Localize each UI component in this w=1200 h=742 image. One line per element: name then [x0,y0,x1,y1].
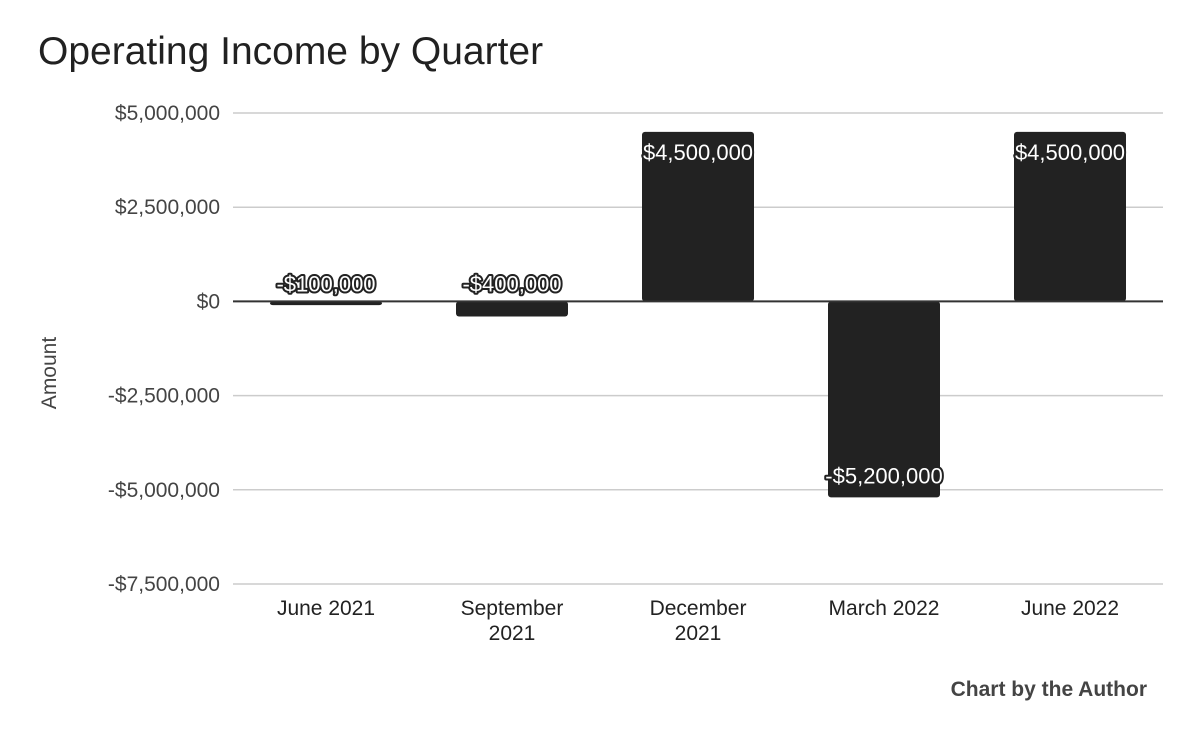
data-label: -$100,000 [276,271,375,296]
data-label: -$5,200,000 [825,463,942,488]
x-category-label: March 2022 [829,597,940,620]
data-labels: -$100,000 -$400,000 $4,500,000 -$5,200,000 $… [274,138,1127,490]
data-label: $4,500,000 [643,140,753,165]
data-label: $4,500,000 [1015,140,1125,165]
bar [828,301,940,498]
chart-title: Operating Income by Quarter [38,30,544,73]
x-category-label: June 2021 [277,597,375,620]
y-tick-label: $5,000,000 [115,102,220,125]
x-axis-category-labels: June 2021 September2021December2021March … [277,597,1119,645]
bar [1014,131,1126,302]
bars [270,131,1126,498]
data-label: -$400,000 [462,271,561,296]
bar [456,301,568,317]
y-tick-label: -$5,000,000 [108,479,220,502]
x-category-label: December [650,597,747,620]
y-tick-label: $0 [197,290,220,313]
x-category-label: 2021 [675,622,722,645]
y-axis-title: Amount [38,337,61,410]
y-tick-label: -$2,500,000 [108,385,220,408]
y-tick-label: $2,500,000 [115,196,220,219]
x-category-label: June 2022 [1021,597,1119,620]
chart-credit: Chart by the Author [950,678,1147,701]
y-tick-label: -$7,500,000 [108,573,220,596]
x-category-label: 2021 [489,622,536,645]
bar [642,131,754,302]
x-category-label: September [461,597,564,620]
y-axis-tick-labels: $5,000,000 $2,500,000 $0 -$2,500,000 -$5,000… [108,102,220,596]
